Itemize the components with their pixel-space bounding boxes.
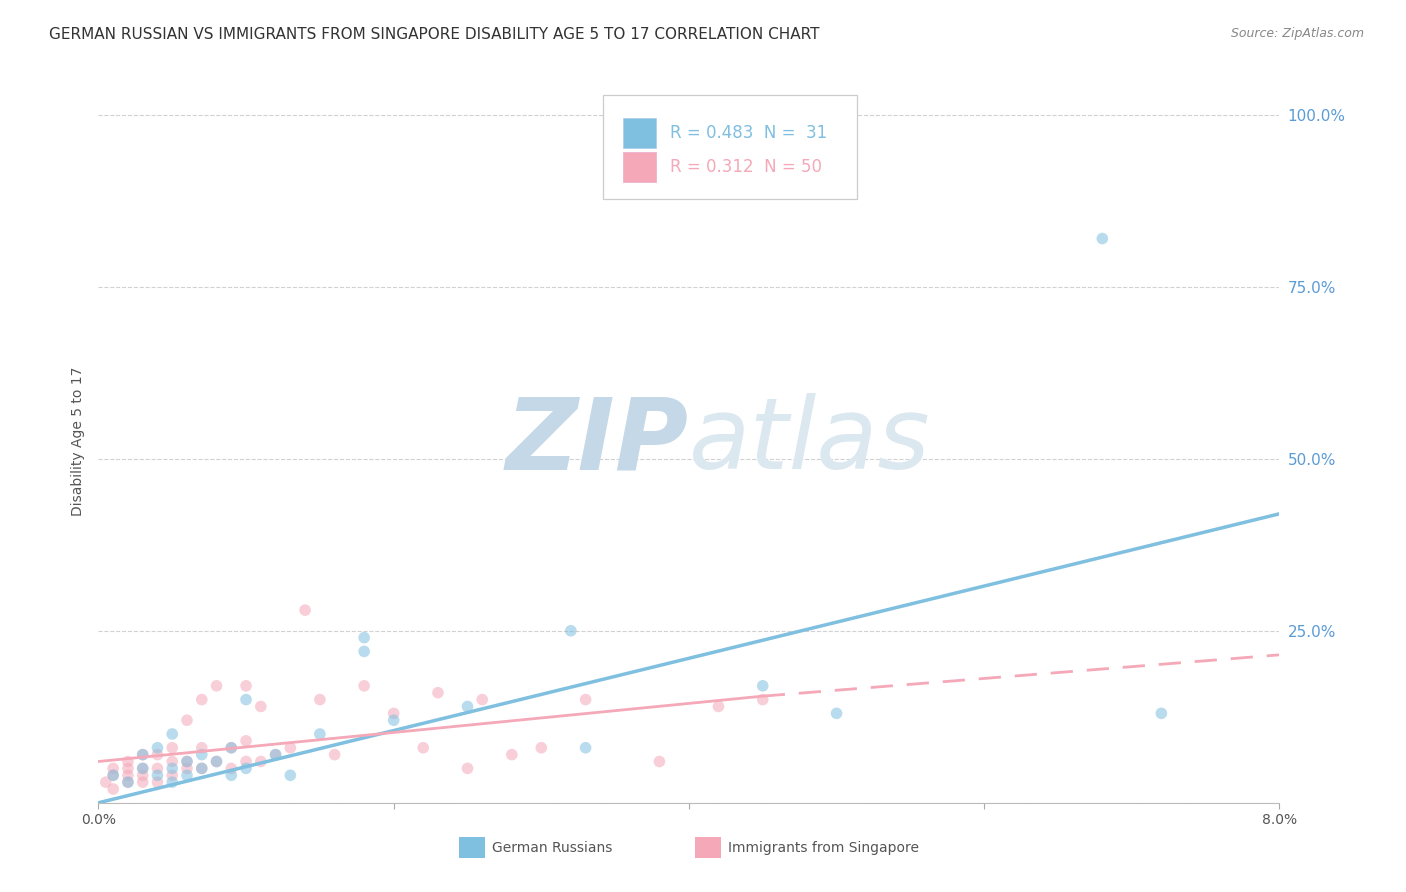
Point bbox=[146, 761, 169, 775]
Text: GERMAN RUSSIAN VS IMMIGRANTS FROM SINGAPORE DISABILITY AGE 5 TO 17 CORRELATION C: GERMAN RUSSIAN VS IMMIGRANTS FROM SINGAP… bbox=[49, 27, 820, 42]
Point bbox=[176, 761, 198, 775]
Point bbox=[235, 755, 257, 769]
Point bbox=[132, 747, 155, 762]
Point bbox=[825, 706, 848, 721]
Point bbox=[103, 782, 125, 797]
Point bbox=[162, 755, 183, 769]
Point bbox=[132, 775, 155, 789]
Point bbox=[412, 740, 434, 755]
Point bbox=[309, 727, 332, 741]
Bar bbox=[623, 152, 655, 182]
Point bbox=[176, 768, 198, 782]
Point bbox=[501, 747, 523, 762]
Point bbox=[457, 761, 479, 775]
Point bbox=[162, 768, 183, 782]
Point bbox=[280, 768, 302, 782]
Point bbox=[205, 679, 228, 693]
Point bbox=[117, 775, 139, 789]
Point bbox=[117, 761, 139, 775]
Point bbox=[250, 699, 273, 714]
Point bbox=[235, 761, 257, 775]
Point bbox=[191, 692, 214, 706]
Point bbox=[530, 740, 553, 755]
Point bbox=[294, 603, 316, 617]
Point bbox=[1091, 231, 1114, 245]
Point bbox=[575, 740, 598, 755]
Point bbox=[176, 755, 198, 769]
Point bbox=[162, 775, 183, 789]
Point bbox=[132, 768, 155, 782]
Point bbox=[1150, 706, 1173, 721]
Point bbox=[353, 631, 375, 645]
Point bbox=[191, 747, 214, 762]
Point bbox=[191, 761, 214, 775]
Point bbox=[132, 747, 155, 762]
Point bbox=[191, 740, 214, 755]
Point bbox=[146, 775, 169, 789]
Point bbox=[235, 679, 257, 693]
Point bbox=[457, 699, 479, 714]
Point bbox=[235, 692, 257, 706]
Point bbox=[382, 713, 405, 727]
Point bbox=[94, 775, 117, 789]
Point bbox=[117, 775, 139, 789]
Point bbox=[752, 692, 775, 706]
Point bbox=[264, 747, 287, 762]
Point bbox=[176, 713, 198, 727]
Point bbox=[146, 768, 169, 782]
Bar bbox=[695, 837, 721, 858]
Bar bbox=[623, 118, 655, 148]
Point bbox=[471, 692, 494, 706]
Point bbox=[280, 740, 302, 755]
Point bbox=[132, 761, 155, 775]
Point bbox=[323, 747, 346, 762]
Point bbox=[309, 692, 332, 706]
Text: German Russians: German Russians bbox=[492, 840, 612, 855]
Point bbox=[132, 761, 155, 775]
Point bbox=[162, 727, 183, 741]
FancyBboxPatch shape bbox=[603, 95, 856, 200]
Point bbox=[162, 761, 183, 775]
Point bbox=[752, 679, 775, 693]
Point bbox=[250, 755, 273, 769]
Point bbox=[382, 706, 405, 721]
Point bbox=[427, 686, 450, 700]
Text: atlas: atlas bbox=[689, 393, 931, 490]
Point bbox=[221, 740, 243, 755]
Point bbox=[191, 761, 214, 775]
Point bbox=[162, 740, 183, 755]
Point bbox=[235, 734, 257, 748]
Point bbox=[221, 761, 243, 775]
Text: ZIP: ZIP bbox=[506, 393, 689, 490]
Text: Source: ZipAtlas.com: Source: ZipAtlas.com bbox=[1230, 27, 1364, 40]
Point bbox=[205, 755, 228, 769]
Point bbox=[103, 761, 125, 775]
Point bbox=[221, 740, 243, 755]
Point bbox=[117, 755, 139, 769]
Point bbox=[103, 768, 125, 782]
Text: R = 0.483  N =  31: R = 0.483 N = 31 bbox=[671, 124, 827, 142]
Y-axis label: Disability Age 5 to 17: Disability Age 5 to 17 bbox=[72, 367, 86, 516]
Point bbox=[648, 755, 671, 769]
Point bbox=[264, 747, 287, 762]
Point bbox=[103, 768, 125, 782]
Point bbox=[146, 740, 169, 755]
Point bbox=[575, 692, 598, 706]
Text: Immigrants from Singapore: Immigrants from Singapore bbox=[728, 840, 920, 855]
Point bbox=[353, 679, 375, 693]
Point bbox=[117, 768, 139, 782]
Point bbox=[205, 755, 228, 769]
Point bbox=[146, 747, 169, 762]
Point bbox=[707, 699, 730, 714]
Point bbox=[176, 755, 198, 769]
Point bbox=[560, 624, 582, 638]
Bar bbox=[458, 837, 485, 858]
Text: R = 0.312  N = 50: R = 0.312 N = 50 bbox=[671, 158, 823, 176]
Point bbox=[353, 644, 375, 658]
Point bbox=[221, 768, 243, 782]
